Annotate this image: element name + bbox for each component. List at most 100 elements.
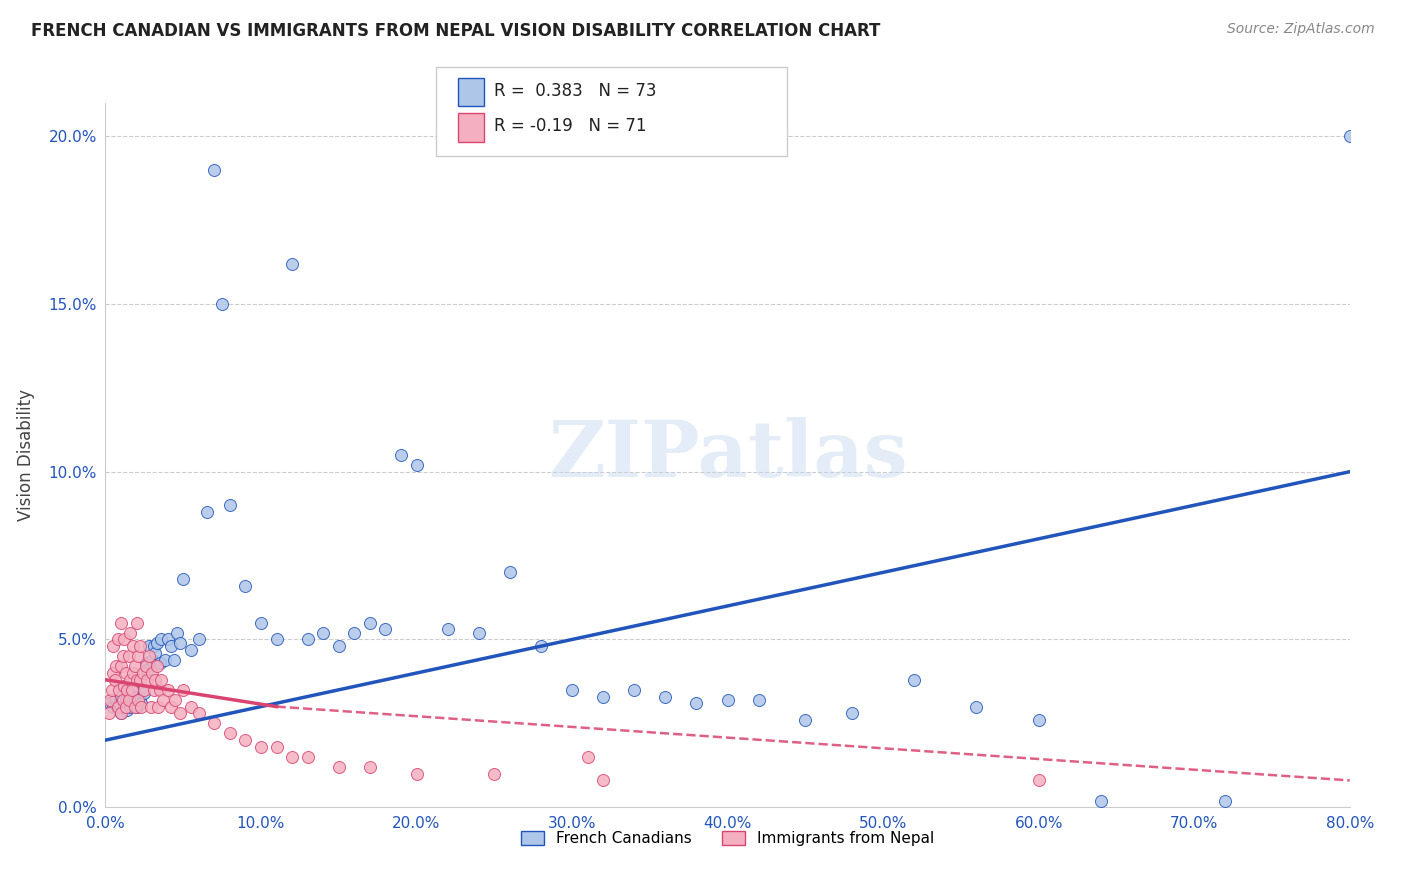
Point [343, 625, 366, 640]
Point [153, 652, 176, 666]
Text: ZIPatlas: ZIPatlas [548, 417, 907, 493]
Point [165, 693, 187, 707]
Point [202, 716, 225, 731]
Point [125, 615, 148, 630]
Point [654, 690, 676, 704]
Point [128, 673, 150, 687]
Point [685, 696, 707, 710]
Point [150, 673, 173, 687]
Point [467, 625, 489, 640]
Point [359, 615, 381, 630]
Point [266, 739, 288, 754]
Point [110, 706, 132, 721]
Point [111, 649, 134, 664]
Point [129, 699, 152, 714]
Point [120, 699, 142, 714]
Point [114, 666, 136, 681]
Point [794, 713, 817, 727]
Point [135, 659, 157, 673]
Point [107, 699, 129, 714]
Point [159, 639, 181, 653]
Point [108, 682, 131, 697]
Point [128, 693, 150, 707]
Point [281, 257, 304, 271]
Point [250, 739, 273, 754]
Point [125, 673, 148, 687]
Point [142, 682, 165, 697]
Point [592, 690, 614, 704]
Point [127, 693, 149, 707]
Legend: French Canadians, Immigrants from Nepal: French Canadians, Immigrants from Nepal [515, 825, 941, 853]
Point [111, 693, 134, 707]
Point [841, 706, 863, 721]
Point [530, 639, 553, 653]
Point [150, 632, 173, 647]
Point [250, 615, 273, 630]
Point [134, 682, 156, 697]
Point [152, 693, 174, 707]
Point [114, 699, 136, 714]
Point [122, 666, 145, 681]
Point [142, 639, 165, 653]
Point [187, 632, 209, 647]
Point [124, 699, 146, 714]
Point [328, 760, 350, 774]
Point [103, 666, 125, 681]
Point [128, 639, 150, 653]
Point [110, 615, 132, 630]
Point [143, 646, 166, 660]
Point [146, 659, 169, 673]
Point [105, 659, 128, 673]
Point [110, 706, 132, 721]
Point [172, 682, 194, 697]
Point [1339, 129, 1361, 144]
Point [141, 666, 163, 681]
Point [124, 659, 146, 673]
Point [112, 699, 135, 714]
Point [180, 642, 202, 657]
Point [218, 726, 242, 740]
Point [125, 690, 148, 704]
Point [118, 649, 141, 664]
Point [118, 686, 141, 700]
Point [159, 699, 181, 714]
Point [141, 652, 163, 666]
Point [312, 625, 335, 640]
Point [211, 297, 233, 311]
Point [110, 690, 132, 704]
Point [484, 766, 506, 780]
Point [163, 652, 186, 666]
Point [1090, 793, 1112, 807]
Point [135, 656, 157, 670]
Point [138, 649, 160, 664]
Point [1028, 713, 1050, 727]
Point [1028, 773, 1050, 788]
Point [107, 632, 129, 647]
Point [235, 733, 257, 747]
Point [132, 666, 155, 681]
Point [97, 706, 120, 721]
Point [297, 750, 319, 764]
Point [202, 162, 225, 177]
Text: R =  0.383   N = 73: R = 0.383 N = 73 [494, 81, 657, 100]
Point [114, 693, 136, 707]
Point [112, 632, 135, 647]
Point [104, 673, 127, 687]
Point [98, 693, 121, 707]
Point [436, 623, 458, 637]
Point [115, 703, 138, 717]
Point [180, 699, 202, 714]
Point [103, 699, 125, 714]
Point [146, 636, 169, 650]
Y-axis label: Vision Disability: Vision Disability [17, 389, 35, 521]
Point [120, 673, 142, 687]
Point [122, 639, 145, 653]
Point [105, 693, 128, 707]
Point [108, 696, 131, 710]
Text: FRENCH CANADIAN VS IMMIGRANTS FROM NEPAL VISION DISABILITY CORRELATION CHART: FRENCH CANADIAN VS IMMIGRANTS FROM NEPAL… [31, 22, 880, 40]
Point [100, 682, 122, 697]
Point [592, 773, 614, 788]
Point [122, 693, 145, 707]
Point [103, 639, 125, 653]
Point [266, 632, 288, 647]
